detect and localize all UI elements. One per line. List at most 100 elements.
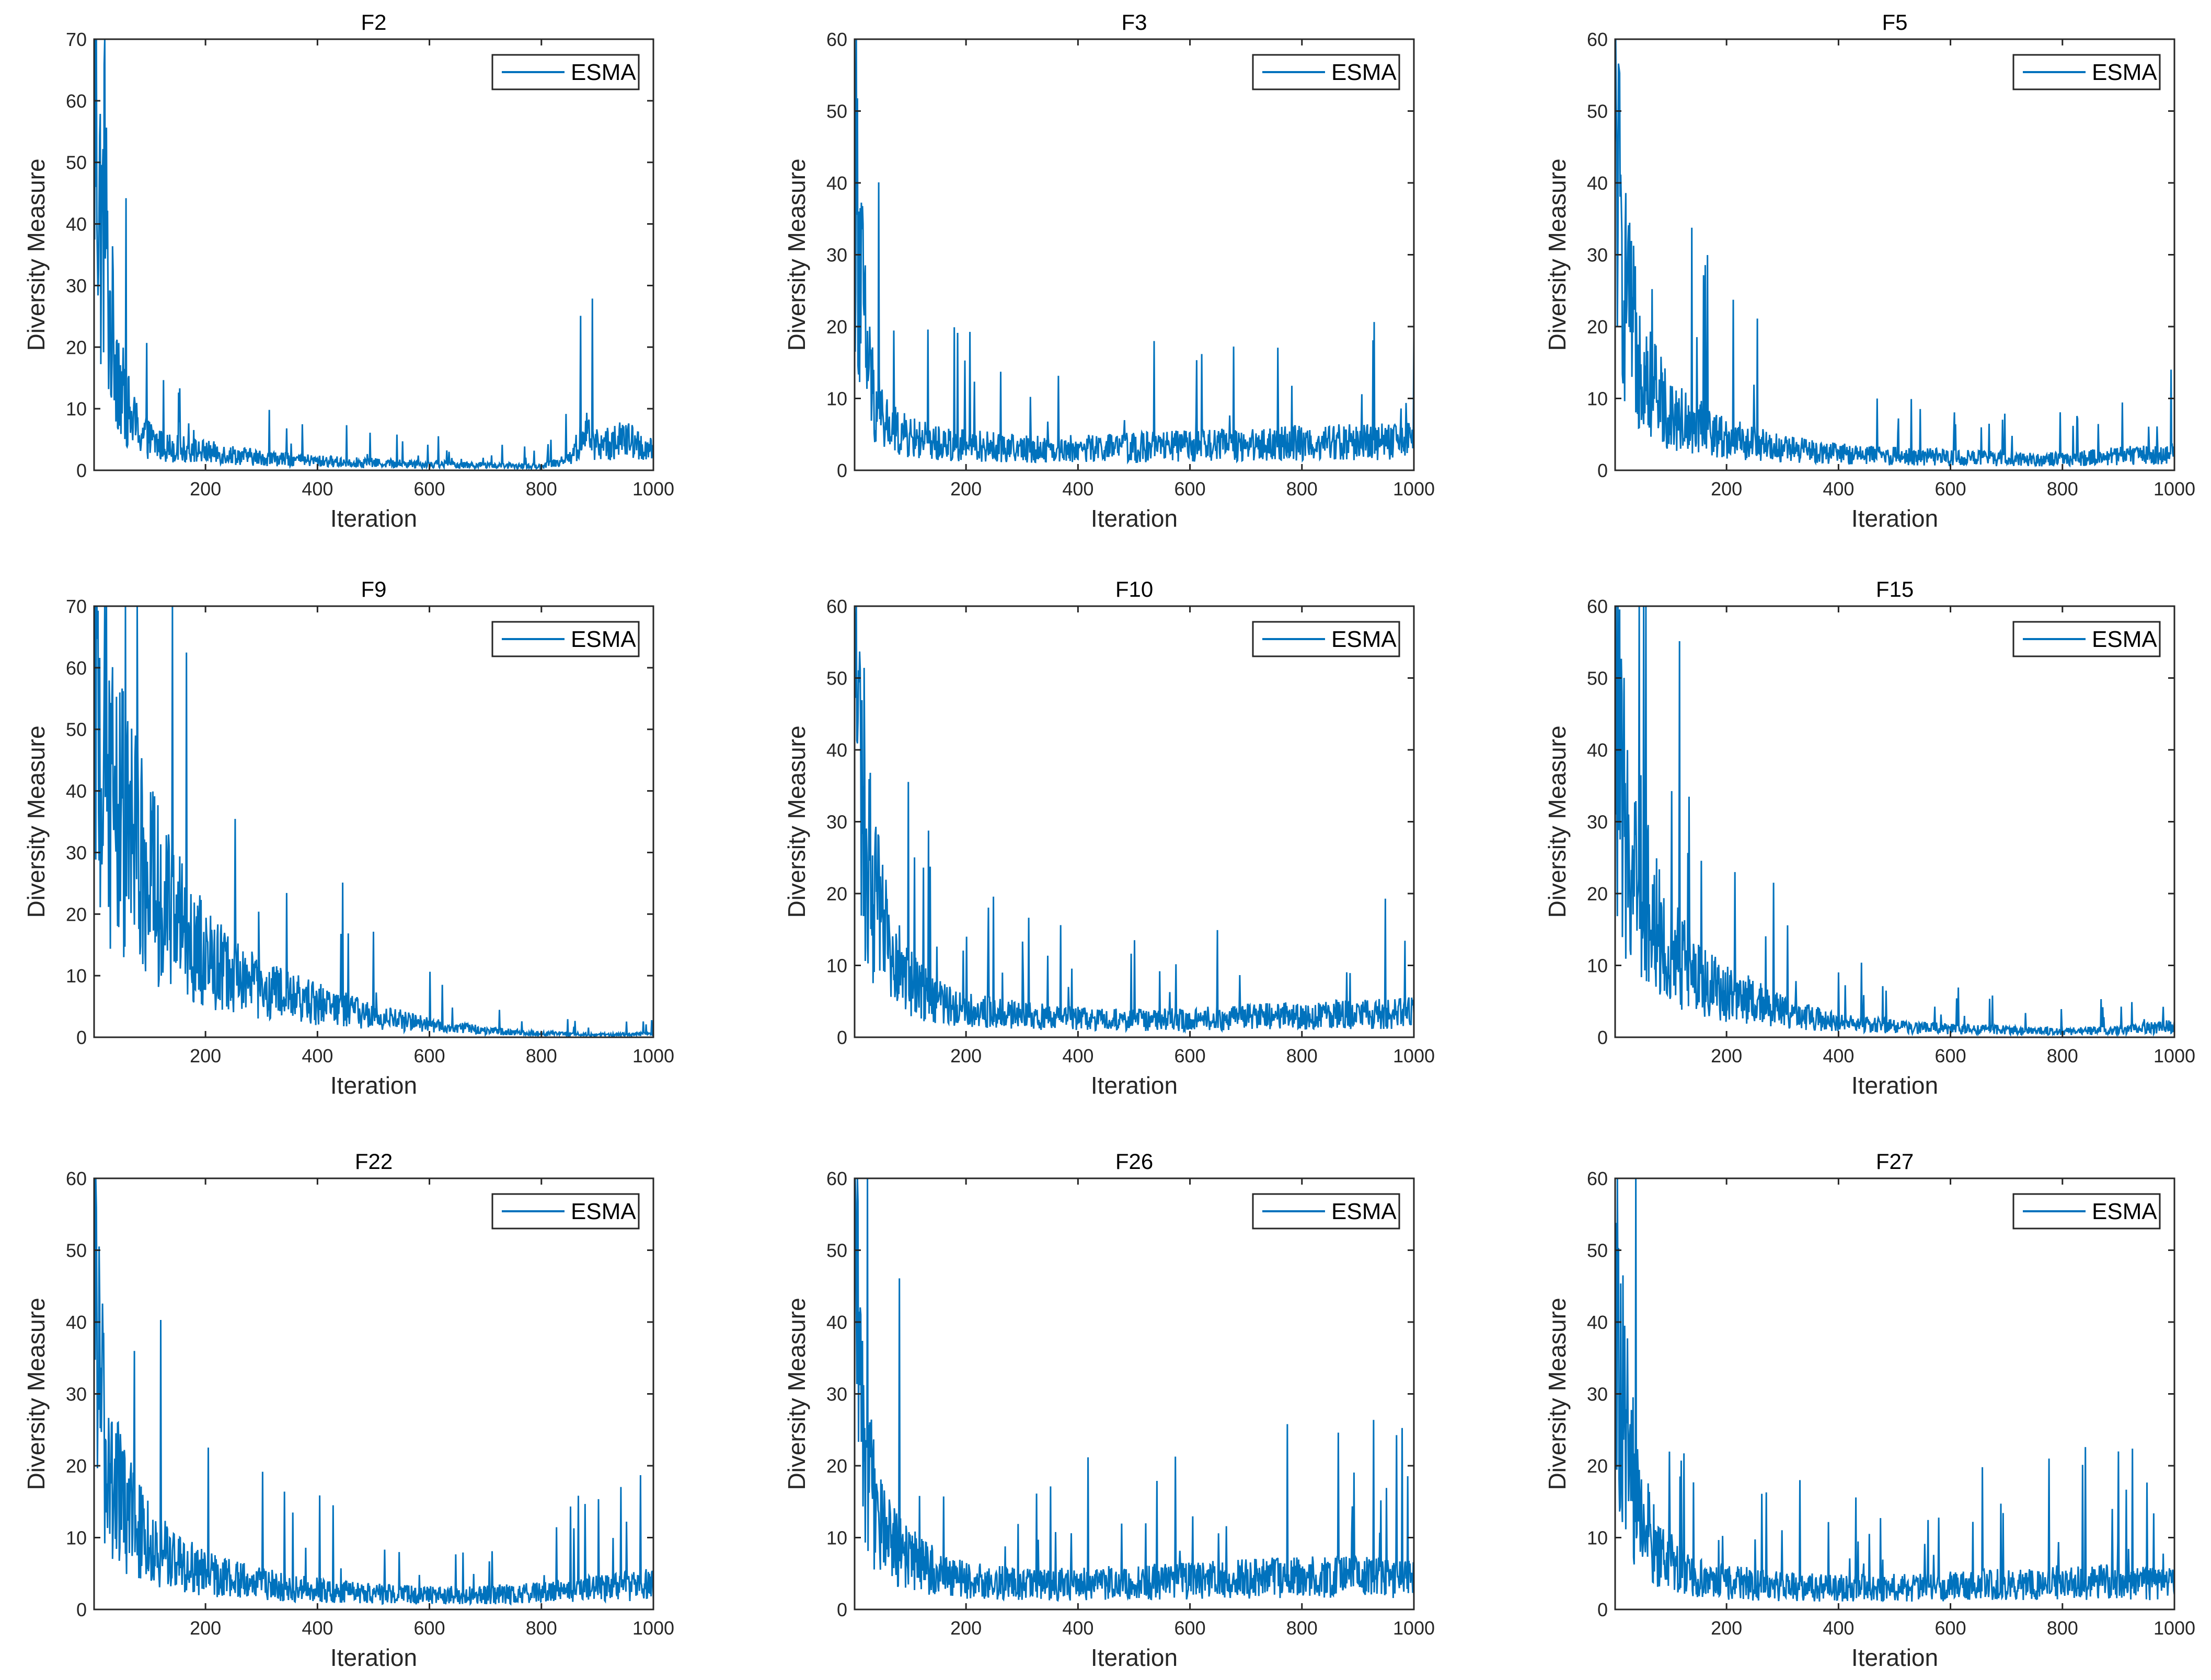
chart-title: F9 xyxy=(361,577,386,601)
y-tick-label: 0 xyxy=(1597,1599,1608,1620)
y-tick-label: 40 xyxy=(66,214,87,235)
y-tick-label: 40 xyxy=(1587,172,1608,194)
legend-box xyxy=(491,54,640,90)
x-tick-label: 1000 xyxy=(632,1045,674,1067)
x-tick-label: 400 xyxy=(1062,478,1093,500)
y-tick-label: 60 xyxy=(66,657,87,679)
y-tick-label: 40 xyxy=(1587,1312,1608,1333)
y-tick-label: 70 xyxy=(66,29,87,50)
y-tick-label: 30 xyxy=(826,245,847,266)
axes-box xyxy=(854,38,1415,471)
y-tick-label: 40 xyxy=(66,1312,87,1333)
x-tick-label: 600 xyxy=(414,1617,445,1639)
series-line-esma xyxy=(855,606,1414,1034)
x-tick-label: 200 xyxy=(190,1617,221,1639)
y-axis-label: Diversity Measure xyxy=(783,725,810,918)
y-tick-label: 10 xyxy=(826,955,847,977)
series-line-esma xyxy=(1615,1178,2174,1603)
x-tick-label: 800 xyxy=(526,1045,557,1067)
x-tick-label: 400 xyxy=(1823,1617,1854,1639)
x-tick-label: 400 xyxy=(1062,1045,1093,1067)
x-axis-label: Iteration xyxy=(1091,1072,1178,1099)
x-tick-label: 600 xyxy=(414,478,445,500)
x-tick-label: 800 xyxy=(526,1617,557,1639)
y-tick-label: 20 xyxy=(826,316,847,338)
x-tick-label: 400 xyxy=(302,1617,333,1639)
x-tick-label: 1000 xyxy=(2154,1045,2195,1067)
y-tick-label: 70 xyxy=(66,596,87,617)
panel-f10: F10 200 400 600 800 1000 0 10 20 30 40 50 60 Iteratio… xyxy=(783,577,1435,1099)
x-tick-label: 1000 xyxy=(1393,1045,1435,1067)
y-tick-label: 60 xyxy=(826,29,847,50)
y-tick-label: 10 xyxy=(66,398,87,420)
x-tick-label: 600 xyxy=(1935,1617,1966,1639)
x-tick-label: 600 xyxy=(1935,1045,1966,1067)
y-tick-label: 60 xyxy=(826,1168,847,1189)
y-axis-label: Diversity Measure xyxy=(1544,158,1571,351)
legend-label: ESMA xyxy=(2092,627,2157,652)
y-tick-label: 20 xyxy=(1587,883,1608,905)
x-tick-label: 1000 xyxy=(632,478,674,500)
x-tick-label: 1000 xyxy=(1393,1617,1435,1639)
y-tick-label: 0 xyxy=(1597,460,1608,481)
legend-label: ESMA xyxy=(1331,60,1397,85)
y-axis-label: Diversity Measure xyxy=(783,158,810,351)
y-tick-label: 30 xyxy=(826,1384,847,1405)
legend: ESMA xyxy=(491,621,640,657)
legend: ESMA xyxy=(1252,1193,1400,1230)
series-line-esma xyxy=(1615,606,2174,1037)
legend-label: ESMA xyxy=(571,1199,636,1224)
legend: ESMA xyxy=(1252,621,1400,657)
y-axis-label: Diversity Measure xyxy=(22,158,50,351)
panel-f2: F2 200 400 600 800 1000 0 10 20 30 40 50 60 70 Iterati… xyxy=(22,10,674,532)
y-tick-label: 30 xyxy=(826,812,847,833)
x-axis-label: Iteration xyxy=(1091,1644,1178,1671)
legend-label: ESMA xyxy=(571,627,636,652)
panel-f22: F22 200 400 600 800 1000 0 10 20 30 40 50 60 Iteratio… xyxy=(22,1149,674,1671)
y-tick-label: 10 xyxy=(66,965,87,987)
y-tick-label: 40 xyxy=(66,781,87,802)
y-tick-label: 0 xyxy=(76,1027,87,1048)
y-tick-label: 30 xyxy=(66,1384,87,1405)
y-tick-label: 10 xyxy=(1587,388,1608,410)
y-axis-label: Diversity Measure xyxy=(1544,725,1571,918)
y-tick-label: 20 xyxy=(66,337,87,358)
x-axis-label: Iteration xyxy=(330,505,417,532)
panel-f27: F27 200 400 600 800 1000 0 10 20 30 40 50 60 Iteratio… xyxy=(1544,1149,2195,1671)
x-tick-label: 200 xyxy=(1711,1617,1742,1639)
x-tick-label: 200 xyxy=(190,1045,221,1067)
chart-title: F26 xyxy=(1115,1149,1153,1174)
x-tick-label: 600 xyxy=(1174,1045,1206,1067)
x-tick-label: 800 xyxy=(1286,1045,1318,1067)
y-tick-label: 60 xyxy=(66,90,87,112)
y-tick-label: 40 xyxy=(1587,739,1608,761)
x-axis-label: Iteration xyxy=(330,1644,417,1671)
y-tick-label: 60 xyxy=(826,596,847,617)
chart-title: F5 xyxy=(1882,10,1907,34)
x-tick-label: 400 xyxy=(1062,1617,1093,1639)
y-tick-label: 10 xyxy=(826,388,847,410)
y-tick-label: 30 xyxy=(66,842,87,863)
chart-title: F27 xyxy=(1876,1149,1914,1174)
y-tick-label: 10 xyxy=(1587,1527,1608,1549)
chart-title: F22 xyxy=(355,1149,393,1174)
legend: ESMA xyxy=(1252,54,1400,90)
x-tick-label: 800 xyxy=(526,478,557,500)
legend: ESMA xyxy=(491,54,640,90)
chart-title: F2 xyxy=(361,10,386,34)
y-tick-label: 50 xyxy=(1587,668,1608,689)
chart-title: F15 xyxy=(1876,577,1914,601)
legend: ESMA xyxy=(2012,54,2161,90)
series-line-esma xyxy=(94,606,653,1037)
y-tick-label: 0 xyxy=(76,460,87,481)
series-line-esma xyxy=(94,39,653,470)
x-tick-label: 800 xyxy=(1286,1617,1318,1639)
y-axis-label: Diversity Measure xyxy=(783,1297,810,1490)
y-tick-label: 50 xyxy=(826,101,847,122)
y-tick-label: 30 xyxy=(1587,245,1608,266)
panel-f15: F15 200 400 600 800 1000 0 10 20 30 40 50 60 Iteratio… xyxy=(1544,577,2195,1099)
x-tick-label: 600 xyxy=(1935,478,1966,500)
y-tick-label: 40 xyxy=(826,1312,847,1333)
y-tick-label: 20 xyxy=(66,903,87,925)
